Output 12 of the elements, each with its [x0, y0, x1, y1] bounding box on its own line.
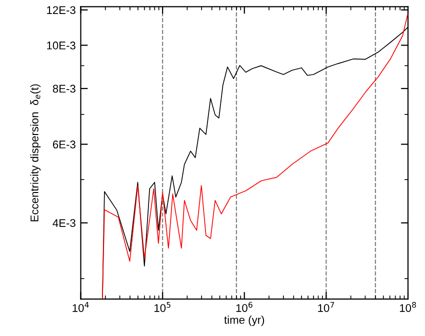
- y-tick-label: 4E-3: [52, 219, 76, 227]
- y-tick-label: 6E-3: [52, 140, 76, 148]
- x-tick-label: 10$^{4}$: [72, 302, 89, 312]
- x-axis-title: time (yr): [224, 316, 264, 326]
- y-axis-title: Eccentricity dispersion δ$_{e}$(t): [30, 84, 41, 222]
- y-tick-label: 8E-3: [52, 84, 76, 93]
- x-tick-label: 10$^{5}$: [154, 302, 170, 312]
- x-tick-label: 10$^{8}$: [400, 302, 416, 312]
- x-tick-label: 10$^{6}$: [236, 302, 252, 312]
- y-tick-label: 12E-3: [47, 6, 76, 14]
- y-tick-label: 10E-3: [47, 42, 76, 50]
- x-tick-label: 10$^{7}$: [318, 302, 334, 312]
